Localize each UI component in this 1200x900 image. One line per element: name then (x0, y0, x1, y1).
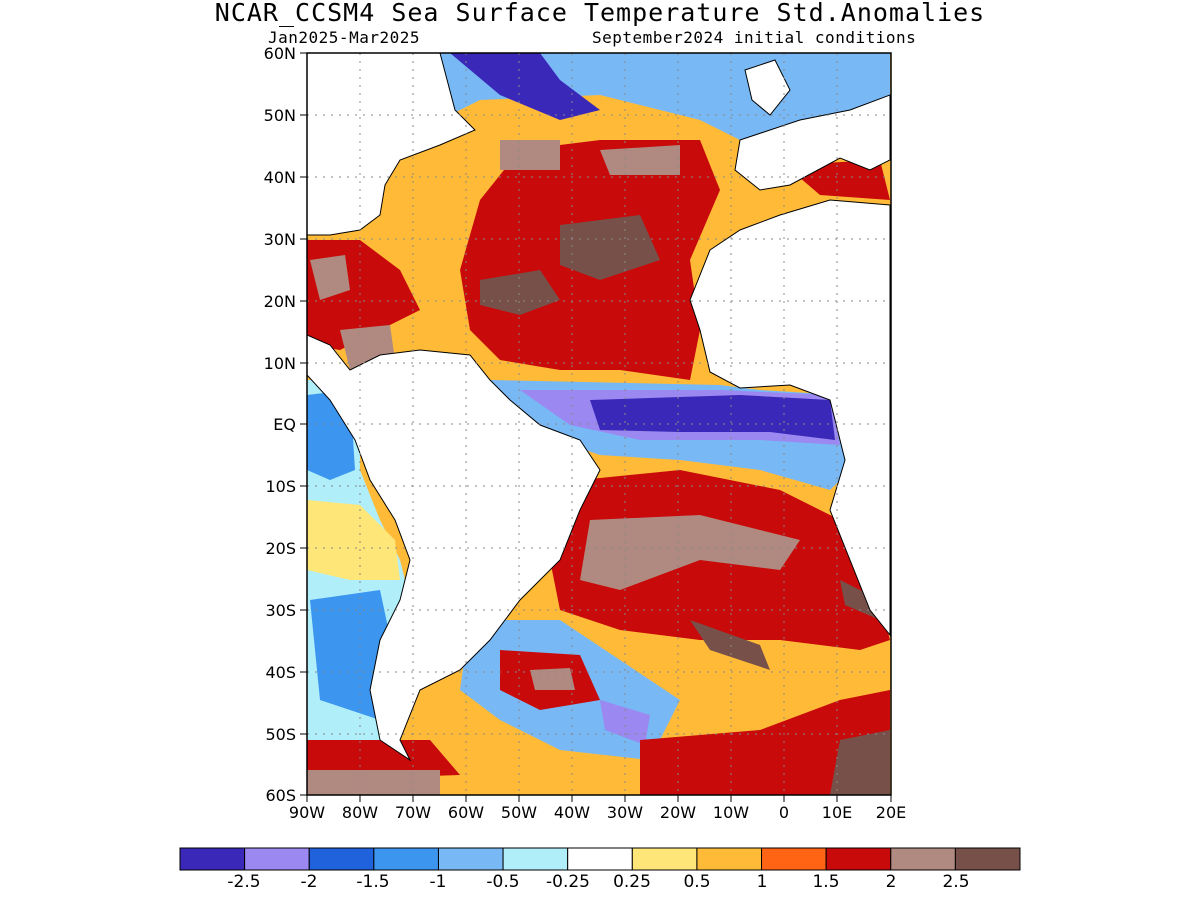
lon-label: 10E (821, 803, 853, 822)
axis-ticks (300, 52, 892, 802)
lon-label: 0 (778, 803, 790, 822)
grid-lines (307, 53, 891, 795)
colorbar-swatch (631, 847, 698, 871)
colorbar-label: 0.25 (613, 872, 651, 892)
lon-label: 50W (500, 803, 538, 822)
colorbar-label: -0.25 (546, 872, 590, 892)
anomaly-region (307, 770, 440, 795)
lon-label: 70W (394, 803, 432, 822)
lat-label: 60S (265, 786, 296, 805)
colorbar-swatch (502, 847, 569, 871)
colorbar-swatch (825, 847, 892, 871)
anomaly-region (530, 668, 575, 690)
lon-label: 20E (875, 803, 907, 822)
colorbar-swatch (179, 847, 246, 871)
lon-label: 10W (712, 803, 750, 822)
lon-label: 60W (447, 803, 485, 822)
anomaly-region (600, 700, 650, 745)
colorbar-label: 0.5 (683, 872, 711, 892)
colorbar-swatch (437, 847, 504, 871)
colorbar-label: -2.5 (227, 872, 261, 892)
anomaly-region (310, 255, 350, 300)
africa-land (689, 199, 891, 637)
colorbar-label: 1 (756, 872, 768, 892)
colorbar-label: 2.5 (942, 872, 970, 892)
anomaly-region (500, 140, 560, 170)
anomaly-region (690, 620, 770, 670)
anomaly-region (307, 53, 890, 230)
south-america-land (307, 334, 601, 762)
colorbar-swatch (696, 847, 763, 871)
anomaly-region (560, 215, 660, 280)
colorbar (179, 847, 1021, 871)
colorbar-swatch (567, 847, 633, 871)
lat-label: 20N (263, 292, 296, 311)
anomaly-region (830, 730, 890, 795)
lon-label: 40W (553, 803, 591, 822)
lat-label: 30S (265, 601, 296, 620)
chart-title: NCAR_CCSM4 Sea Surface Temperature Std.A… (214, 0, 986, 27)
initial-conditions-subtitle: September2024 initial conditions (592, 28, 917, 47)
anomaly-region (307, 500, 400, 580)
anomaly-region (590, 395, 835, 440)
lon-label: 20W (659, 803, 697, 822)
colorbar-label: -2 (300, 872, 318, 892)
lat-label: 40S (265, 663, 296, 682)
anomaly-region (480, 270, 560, 315)
lon-label: 80W (341, 803, 379, 822)
colorbar-swatch (761, 847, 827, 871)
north-america-land (307, 53, 476, 236)
colorbar-label: -1.5 (356, 872, 390, 892)
colorbar-swatch (954, 847, 1021, 871)
colorbar-label: -0.5 (486, 872, 520, 892)
lat-label: 10N (263, 354, 296, 373)
lat-label: EQ (273, 415, 296, 434)
colorbar-label: 1.5 (812, 872, 840, 892)
lat-label: 10S (265, 477, 296, 496)
lon-label: 90W (288, 803, 326, 822)
lat-label: 60N (263, 44, 296, 63)
lat-label: 40N (263, 168, 296, 187)
europe-land (734, 94, 891, 191)
lat-label: 30N (263, 230, 296, 249)
lat-label: 50N (263, 106, 296, 125)
british-isles-land (744, 59, 791, 116)
anomaly-region (600, 145, 680, 175)
anomaly-region (580, 515, 800, 590)
lon-label: 30W (606, 803, 644, 822)
colorbar-swatch (308, 847, 375, 871)
colorbar-swatch (244, 847, 310, 871)
anomaly-region (450, 53, 600, 120)
colorbar-swatch (373, 847, 439, 871)
anomaly-region (640, 690, 890, 795)
colorbar-swatch (890, 847, 956, 871)
lat-label: 50S (265, 725, 296, 744)
period-subtitle: Jan2025-Mar2025 (268, 28, 420, 47)
colorbar-label: -1 (429, 872, 447, 892)
lat-label: 20S (265, 539, 296, 558)
colorbar-label: 2 (885, 872, 897, 892)
